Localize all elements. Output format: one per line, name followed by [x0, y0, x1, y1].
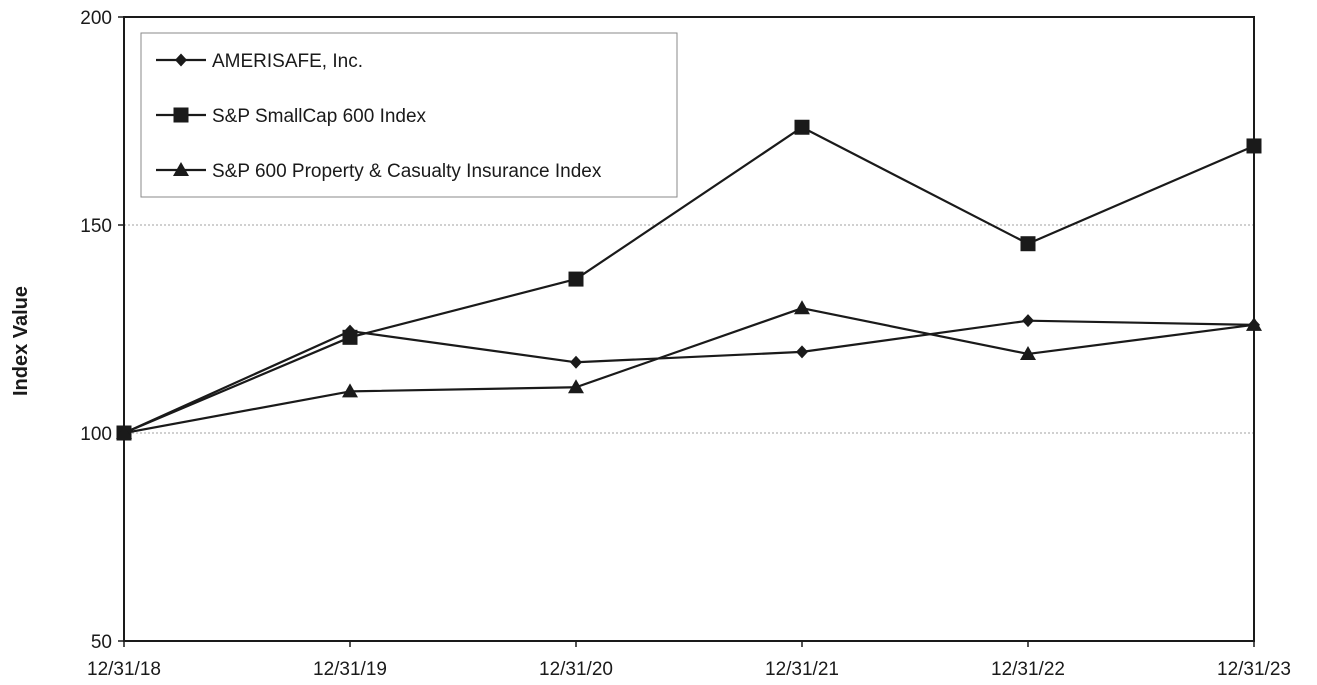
legend-item-square: S&P SmallCap 600 Index: [156, 106, 427, 127]
legend: AMERISAFE, Inc. S&P SmallCap 600 Index S&P…: [140, 32, 678, 198]
x-tick-label: 12/31/20: [539, 659, 613, 680]
data-point-triangle: [1246, 316, 1262, 331]
data-point-diamond: [1022, 314, 1034, 328]
data-point-triangle: [1020, 345, 1036, 360]
data-point-diamond: [796, 345, 808, 359]
data-point-triangle: [794, 300, 810, 315]
series-group: [116, 119, 1262, 441]
legend-label: AMERISAFE, Inc.: [212, 51, 363, 72]
data-point-square: [342, 329, 358, 345]
data-point-square: [1020, 236, 1036, 252]
legend-item-triangle: S&P 600 Property & Casualty Insurance In…: [156, 161, 602, 182]
data-point-square: [568, 271, 584, 287]
x-tick-label: 12/31/18: [87, 659, 161, 680]
y-tick-label: 200: [80, 8, 112, 29]
series-square: [116, 119, 1262, 441]
data-point-square: [1246, 138, 1262, 154]
grid-lines: [124, 224, 1254, 434]
series-diamond: [118, 314, 1260, 440]
legend-box: [140, 32, 678, 198]
series-line: [123, 126, 1255, 435]
legend-label: S&P SmallCap 600 Index: [212, 106, 427, 127]
legend-marker: [175, 53, 187, 67]
y-tick-label: 100: [80, 424, 112, 445]
data-point-triangle: [116, 425, 132, 439]
legend-marker: [173, 162, 189, 176]
y-axis-title: Index Value: [10, 286, 32, 396]
legend-label: S&P 600 Property & Casualty Insurance In…: [212, 161, 602, 182]
x-tick-label: 12/31/23: [1217, 659, 1291, 680]
data-point-square: [794, 119, 810, 135]
x-tick-label: 12/31/21: [765, 659, 839, 680]
x-tick-label: 12/31/22: [991, 659, 1065, 680]
series-line: [123, 319, 1255, 435]
series-triangle: [116, 300, 1262, 439]
axes: 50 100 150 200 12/31/18 12/31/19 12/31/20 12/31…: [80, 8, 1291, 680]
legend-item-diamond: AMERISAFE, Inc.: [156, 51, 363, 72]
series-line: [123, 307, 1255, 435]
data-point-triangle: [568, 379, 584, 394]
y-tick-label: 150: [80, 216, 112, 237]
y-tick-label: 50: [91, 632, 112, 653]
data-point-triangle: [342, 383, 358, 398]
legend-marker: [173, 107, 189, 123]
x-tick-label: 12/31/19: [313, 659, 387, 680]
data-point-diamond: [570, 355, 582, 369]
